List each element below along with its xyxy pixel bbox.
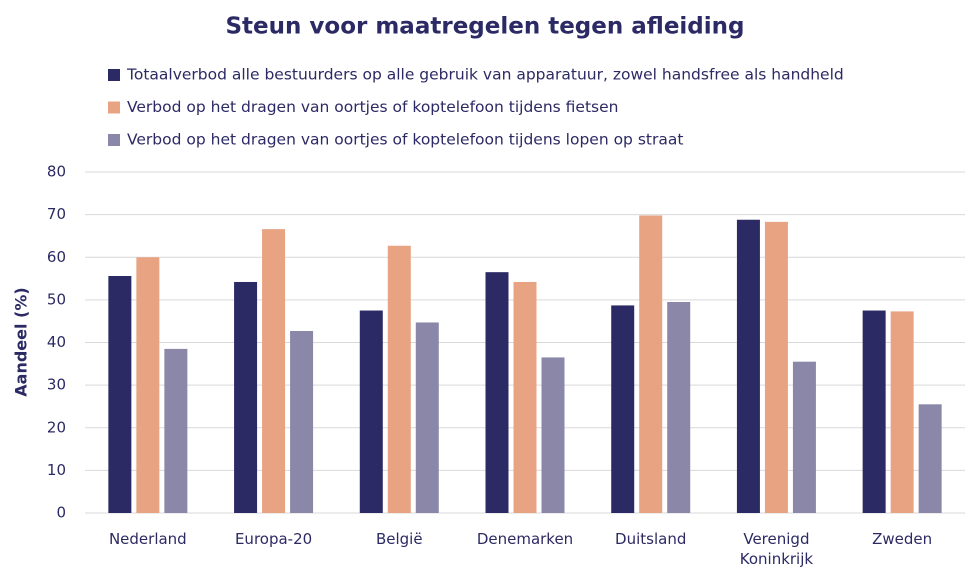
bar [415, 322, 439, 513]
x-tick-label: Verenigd Koninkrijk [739, 530, 814, 568]
x-tick-label: Europa-20 [234, 530, 313, 548]
bar [667, 302, 691, 513]
y-tick-label: 30 [47, 376, 66, 394]
bar [862, 310, 886, 513]
bar [136, 257, 160, 513]
y-axis-label: Aandeel (%) [12, 287, 31, 396]
y-tick-label: 70 [47, 205, 66, 223]
x-tick-label: Nederland [108, 530, 187, 548]
bar [736, 219, 760, 514]
legend-label: Totaalverbod alle bestuurders op alle ge… [126, 66, 844, 84]
bar [485, 272, 509, 513]
bar [387, 245, 411, 513]
y-tick-label: 40 [47, 333, 66, 351]
bar [164, 348, 188, 513]
y-tick-label: 0 [56, 504, 66, 522]
y-tick-label: 50 [47, 290, 66, 308]
x-tick-label: België [375, 530, 423, 548]
y-tick-label: 80 [47, 163, 66, 181]
legend-label: Verbod op het dragen van oortjes of kopt… [127, 98, 618, 116]
bar [611, 305, 635, 513]
bar [290, 330, 314, 513]
y-tick-label: 60 [47, 248, 66, 266]
legend-swatch [108, 101, 120, 114]
bar [541, 357, 565, 513]
bar [890, 311, 914, 513]
bar [639, 215, 663, 514]
y-tick-label: 20 [47, 418, 66, 436]
bar [234, 281, 258, 513]
bar [262, 229, 286, 513]
legend-label: Verbod op het dragen van oortjes of kopt… [127, 131, 683, 149]
bar [513, 281, 537, 513]
bar [764, 221, 788, 513]
x-tick-label: Denemarken [476, 530, 574, 548]
legend-swatch [108, 69, 120, 81]
bar [359, 310, 383, 513]
bar [918, 404, 942, 513]
legend-swatch [108, 134, 120, 146]
bar [792, 361, 816, 513]
bar [108, 276, 132, 513]
x-tick-label: Zweden [872, 530, 933, 548]
y-tick-label: 10 [47, 461, 66, 479]
x-tick-label: Duitsland [615, 530, 687, 548]
chart-title: Steun voor maatregelen tegen afleiding [225, 14, 744, 40]
